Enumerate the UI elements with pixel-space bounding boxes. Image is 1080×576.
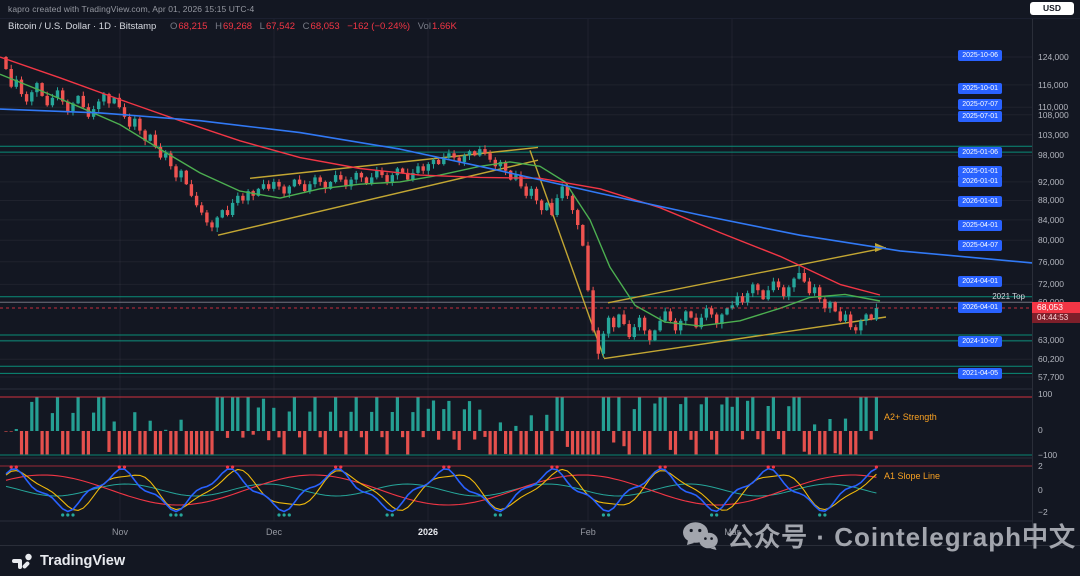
price-axis-label: 92,000 bbox=[1038, 176, 1064, 187]
currency-button[interactable]: USD bbox=[1030, 2, 1074, 15]
date-badge[interactable]: 2025-07-07 bbox=[958, 99, 1002, 110]
time-axis-label: 2026 bbox=[417, 527, 439, 537]
low-label: L bbox=[259, 21, 265, 32]
price-axis-label: 108,000 bbox=[1038, 109, 1069, 120]
indicator-label-a1-slope: A1 Slope Line bbox=[884, 471, 941, 481]
date-badge[interactable]: 2026-01-01 bbox=[958, 176, 1002, 187]
time-axis-label: Mar bbox=[724, 527, 740, 537]
price-axis-label: 69,000 bbox=[1038, 297, 1064, 307]
date-badge[interactable]: 2021-04-05 bbox=[958, 368, 1002, 379]
price-axis-label: 2 bbox=[1038, 461, 1043, 471]
volume-value: 1.66K bbox=[431, 21, 457, 32]
close-value: 68,053 bbox=[310, 21, 340, 32]
low-value: 67,542 bbox=[265, 21, 296, 32]
price-axis[interactable]: 124,000 116,000 110,000 108,000 103,000 98,00… bbox=[1032, 0, 1080, 545]
footer-brand[interactable]: TradingView bbox=[40, 553, 126, 569]
price-axis-label: 103,000 bbox=[1038, 129, 1069, 140]
tradingview-logo[interactable] bbox=[12, 553, 33, 569]
price-chart-canvas[interactable] bbox=[0, 0, 1080, 545]
countdown-timer: 04:44:53 bbox=[1032, 313, 1080, 324]
price-axis-label: 0 bbox=[1038, 425, 1043, 435]
price-axis-label: 80,000 bbox=[1038, 235, 1064, 246]
symbol-info-bar: Bitcoin / U.S. Dollar · 1D · Bitstamp O6… bbox=[8, 21, 457, 33]
date-badge[interactable]: 2024-04-01 bbox=[958, 276, 1002, 287]
price-change: −162 (−0.24%) bbox=[347, 21, 411, 32]
date-badge[interactable]: 2026-01-01 bbox=[958, 196, 1002, 207]
price-axis-label: 60,200 bbox=[1038, 354, 1064, 365]
open-value: 68,215 bbox=[178, 21, 208, 32]
high-value: 69,268 bbox=[222, 21, 253, 32]
open-label: O bbox=[170, 21, 178, 32]
price-axis-label: 84,000 bbox=[1038, 214, 1064, 225]
price-axis-label: −100 bbox=[1038, 450, 1058, 460]
date-badge[interactable]: 2025-04-07 bbox=[958, 240, 1002, 251]
indicator-label-a2-strength: A2+ Strength bbox=[884, 412, 937, 422]
top-bar: kapro created with TradingView.com, Apr … bbox=[0, 0, 1080, 19]
time-axis[interactable]: Nov Dec 2026 Feb Mar bbox=[0, 521, 1032, 545]
price-axis-label: 76,000 bbox=[1038, 256, 1064, 267]
price-axis-label: 57,700 bbox=[1038, 372, 1064, 383]
symbol-title[interactable]: Bitcoin / U.S. Dollar · 1D · Bitstamp bbox=[8, 21, 157, 32]
watermark: 公众号 · Cointelegraph中文 bbox=[682, 517, 1076, 554]
price-axis-label: −2 bbox=[1038, 507, 1048, 517]
date-badge[interactable]: 2025-10-06 bbox=[958, 50, 1002, 61]
price-axis-label: 110,000 bbox=[1038, 102, 1069, 113]
date-badge[interactable]: 2025-10-01 bbox=[958, 83, 1002, 94]
footer-bar: TradingView bbox=[0, 545, 1080, 576]
price-axis-label: 0 bbox=[1038, 485, 1043, 495]
date-badge[interactable]: 2025-01-01 bbox=[958, 166, 1002, 177]
price-axis-label: 98,000 bbox=[1038, 150, 1064, 161]
close-label: C bbox=[302, 21, 310, 32]
volume-label: Vol bbox=[417, 21, 431, 32]
date-badge[interactable]: 2025-04-01 bbox=[958, 220, 1002, 231]
current-price-badge: 68,053 bbox=[1032, 302, 1080, 314]
high-label: H bbox=[215, 21, 222, 32]
date-badge[interactable]: 2025-07-01 bbox=[958, 111, 1002, 122]
time-axis-label: Nov bbox=[111, 527, 129, 537]
price-axis-label: 124,000 bbox=[1038, 52, 1069, 63]
time-axis-label: Feb bbox=[580, 527, 596, 537]
price-axis-label: 72,000 bbox=[1038, 279, 1064, 290]
price-axis-label: 63,000 bbox=[1038, 335, 1064, 346]
wechat-icon bbox=[683, 521, 718, 550]
date-badge[interactable]: 2024-10-07 bbox=[958, 336, 1002, 347]
annotation-2021-top: 2021 Top bbox=[992, 292, 1025, 302]
time-axis-label: Dec bbox=[265, 527, 283, 537]
date-badge[interactable]: 2025-01-06 bbox=[958, 147, 1002, 158]
date-badge[interactable]: 2026-04-01 bbox=[958, 302, 1002, 313]
price-axis-label: 116,000 bbox=[1038, 79, 1069, 90]
price-axis-label: 100 bbox=[1038, 389, 1053, 399]
creator-credit: kapro created with TradingView.com, Apr … bbox=[8, 4, 255, 14]
watermark-text: 公众号 · Cointelegraph中文 bbox=[727, 522, 1076, 552]
price-axis-label: 88,000 bbox=[1038, 195, 1064, 206]
